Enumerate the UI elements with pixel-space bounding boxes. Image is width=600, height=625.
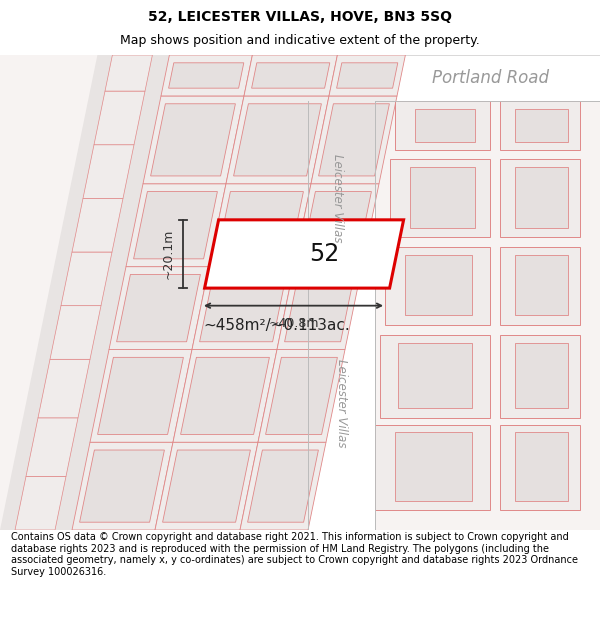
Polygon shape: [308, 55, 600, 101]
Polygon shape: [90, 349, 192, 442]
Polygon shape: [209, 184, 311, 267]
Polygon shape: [240, 442, 326, 530]
Polygon shape: [151, 104, 235, 176]
Bar: [515, 342, 568, 408]
Text: Leicester Villas: Leicester Villas: [331, 154, 344, 242]
Polygon shape: [192, 267, 294, 349]
Bar: [405, 255, 472, 316]
Polygon shape: [226, 96, 329, 184]
Polygon shape: [72, 442, 173, 530]
Bar: [515, 432, 568, 501]
Bar: [515, 167, 568, 228]
Polygon shape: [161, 55, 253, 96]
Polygon shape: [205, 220, 404, 288]
Polygon shape: [200, 274, 286, 342]
Polygon shape: [329, 55, 406, 96]
Polygon shape: [173, 349, 277, 442]
Bar: [375, 424, 490, 511]
Bar: [500, 159, 580, 238]
Polygon shape: [61, 252, 112, 306]
Text: 52, LEICESTER VILLAS, HOVE, BN3 5SQ: 52, LEICESTER VILLAS, HOVE, BN3 5SQ: [148, 10, 452, 24]
Polygon shape: [277, 267, 362, 349]
Text: Map shows position and indicative extent of the property.: Map shows position and indicative extent…: [120, 34, 480, 47]
Bar: [500, 101, 580, 149]
Text: 52: 52: [309, 242, 339, 266]
Text: ~20.1m: ~20.1m: [161, 229, 175, 279]
Bar: [395, 432, 472, 501]
Bar: [385, 247, 490, 325]
Polygon shape: [50, 306, 101, 359]
Polygon shape: [15, 476, 66, 530]
Bar: [415, 109, 475, 142]
Polygon shape: [105, 55, 152, 91]
Polygon shape: [217, 191, 304, 259]
Bar: [500, 335, 580, 418]
Polygon shape: [258, 349, 345, 442]
Polygon shape: [143, 96, 244, 184]
Polygon shape: [109, 267, 209, 349]
Polygon shape: [251, 62, 330, 88]
Polygon shape: [319, 104, 389, 176]
Bar: [500, 424, 580, 511]
Polygon shape: [181, 357, 269, 434]
Polygon shape: [116, 274, 200, 342]
Polygon shape: [72, 198, 123, 252]
Text: Leicester Villas: Leicester Villas: [335, 359, 349, 448]
Text: ~40.8m: ~40.8m: [268, 318, 319, 331]
Polygon shape: [266, 357, 337, 434]
Polygon shape: [55, 55, 169, 530]
Text: Portland Road: Portland Road: [431, 69, 548, 88]
Text: Contains OS data © Crown copyright and database right 2021. This information is : Contains OS data © Crown copyright and d…: [11, 532, 578, 577]
Polygon shape: [302, 191, 371, 259]
Polygon shape: [94, 91, 145, 145]
Bar: [398, 342, 472, 408]
Bar: [380, 335, 490, 418]
Bar: [500, 247, 580, 325]
Polygon shape: [337, 62, 398, 88]
Polygon shape: [284, 274, 355, 342]
Polygon shape: [26, 418, 78, 476]
Polygon shape: [83, 145, 134, 198]
Polygon shape: [98, 357, 184, 434]
Polygon shape: [0, 55, 112, 530]
Polygon shape: [244, 55, 337, 96]
Polygon shape: [169, 62, 244, 88]
Polygon shape: [248, 450, 319, 522]
Polygon shape: [134, 191, 217, 259]
Bar: [395, 101, 490, 149]
Polygon shape: [126, 184, 226, 267]
Polygon shape: [80, 450, 164, 522]
Bar: [515, 109, 568, 142]
Polygon shape: [308, 55, 375, 530]
Polygon shape: [233, 104, 322, 176]
Bar: [390, 159, 490, 238]
Polygon shape: [294, 184, 379, 267]
Polygon shape: [163, 450, 250, 522]
Text: ~458m²/~0.113ac.: ~458m²/~0.113ac.: [203, 318, 350, 332]
Polygon shape: [38, 359, 90, 418]
Bar: [515, 255, 568, 316]
Polygon shape: [155, 442, 258, 530]
Polygon shape: [311, 96, 397, 184]
Bar: [410, 167, 475, 228]
